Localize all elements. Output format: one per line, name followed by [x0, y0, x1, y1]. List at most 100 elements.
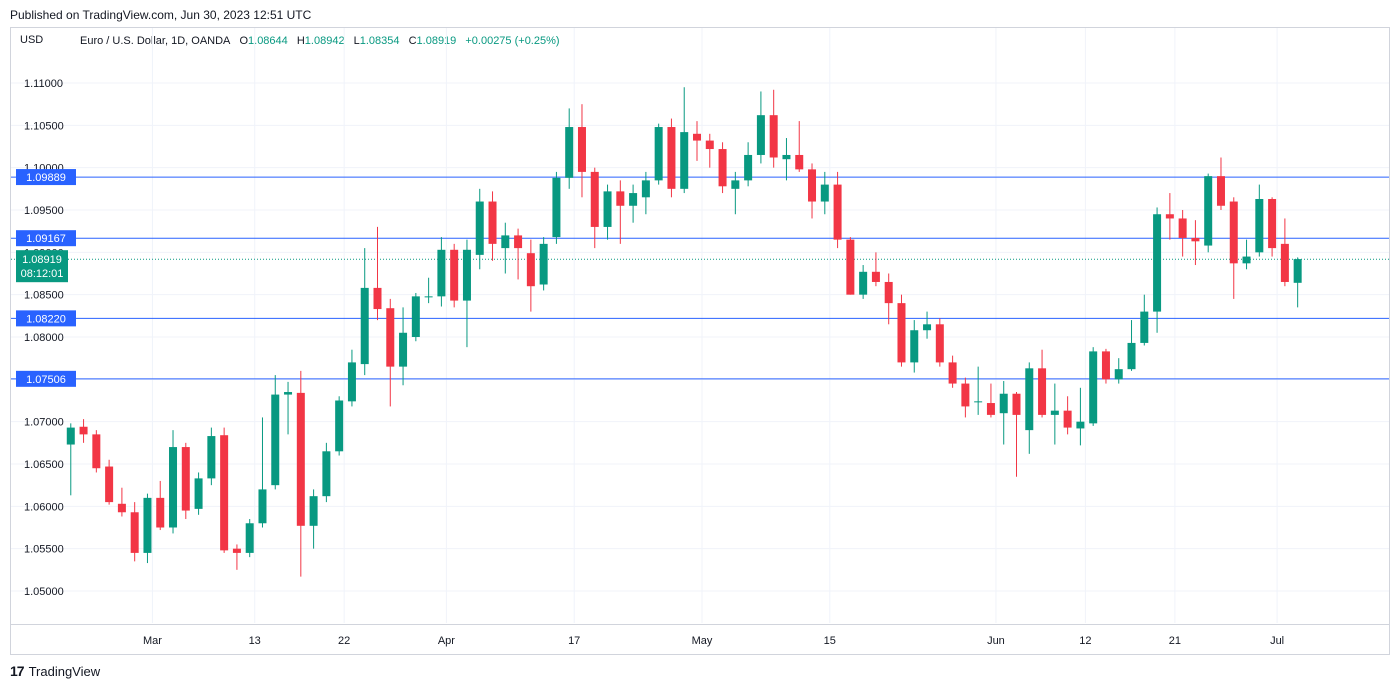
candle-body: [271, 394, 280, 486]
candle-body: [386, 308, 395, 367]
candle-body: [795, 154, 804, 170]
close-label: C: [408, 35, 417, 47]
candle-body: [552, 177, 561, 238]
open-label: O: [239, 35, 249, 47]
x-tick-label: Jul: [1270, 635, 1284, 647]
candle-body: [667, 127, 676, 189]
y-tick-label: 1.11000: [24, 78, 63, 90]
candle-body: [1165, 214, 1174, 219]
candle-body: [603, 191, 612, 227]
candle-body: [1204, 176, 1213, 246]
candle-body: [1216, 176, 1225, 206]
tradingview-logo[interactable]: 17 TradingView: [10, 663, 100, 679]
candle-body: [1255, 198, 1264, 253]
candle-body: [1178, 218, 1187, 238]
candle-body: [462, 249, 471, 301]
candle-body: [399, 332, 408, 367]
candle-body: [424, 296, 433, 298]
x-tick-label: 17: [568, 635, 580, 647]
candle-body: [1012, 393, 1021, 415]
candle-body: [105, 466, 114, 503]
low-value: 1.08354: [359, 35, 400, 47]
candle-body: [207, 436, 216, 479]
candle-body: [1191, 237, 1200, 242]
candle-body: [309, 496, 318, 526]
candle-body: [1127, 342, 1136, 370]
level-label-box: [16, 310, 76, 327]
candle-body: [335, 400, 344, 452]
y-tick-label: 1.06000: [24, 501, 64, 513]
candle-body: [411, 296, 420, 337]
high-value: 1.08942: [304, 35, 345, 47]
candle-body: [220, 435, 229, 551]
candle-body: [1101, 351, 1110, 380]
candle-body: [693, 133, 701, 141]
candle-body: [1038, 368, 1047, 415]
candle-body: [1229, 201, 1238, 264]
x-tick-label: 12: [1079, 635, 1091, 647]
candle-body: [169, 447, 178, 528]
candle-body: [475, 201, 484, 255]
candle-body: [1025, 368, 1034, 431]
candle-body: [117, 503, 126, 513]
candle-body: [258, 489, 267, 524]
published-line: Published on TradingView.com, Jun 30, 20…: [10, 8, 312, 22]
level-label: 1.09889: [26, 172, 66, 184]
y-tick-label: 1.07000: [24, 417, 64, 429]
y-tick-label: 1.08500: [24, 290, 64, 302]
tradingview-logo-text: TradingView: [28, 663, 101, 679]
x-tick-label: 13: [249, 635, 261, 647]
y-tick-label: 1.10500: [24, 120, 64, 132]
candle-body: [1293, 259, 1302, 283]
candle-body: [756, 115, 765, 155]
candle-body: [897, 303, 906, 363]
y-tick-label: 1.05500: [24, 544, 64, 556]
candle-body: [782, 154, 791, 160]
symbol-name[interactable]: Euro / U.S. Dollar, 1D, OANDA: [80, 35, 231, 47]
level-label-box: [16, 370, 76, 387]
candle-body: [194, 478, 203, 509]
candle-body: [769, 115, 778, 158]
y-tick-label: 1.06500: [24, 459, 64, 471]
candle-body: [680, 132, 689, 189]
x-tick-label: May: [692, 635, 713, 647]
candle-body: [565, 127, 574, 178]
x-tick-label: Mar: [143, 635, 162, 647]
change-value: +0.00275 (+0.25%): [465, 35, 560, 47]
tradingview-logo-icon: 17: [10, 663, 25, 679]
candle-body: [884, 281, 893, 304]
candle-body: [629, 193, 638, 206]
bar-countdown: 08:12:01: [21, 268, 64, 280]
candle-body: [181, 447, 190, 511]
candle-body: [590, 171, 599, 227]
candle-body: [1063, 410, 1072, 428]
candle-body: [1153, 214, 1162, 312]
candle-body: [935, 324, 944, 363]
candle-body: [296, 392, 305, 526]
x-tick-label: Jun: [987, 635, 1005, 647]
candle-body: [616, 191, 625, 206]
candle-body: [923, 324, 932, 331]
candle-body: [79, 426, 88, 435]
level-label: 1.09167: [26, 233, 66, 245]
candle-body: [347, 362, 356, 402]
candle-body: [859, 271, 868, 295]
candle-body: [322, 451, 331, 497]
candle-body: [961, 383, 970, 407]
candle-body: [999, 393, 1008, 414]
low-label: L: [353, 35, 360, 47]
candle-body: [66, 427, 75, 445]
level-label-box: [16, 169, 76, 186]
candle-body: [245, 523, 254, 553]
candle-body: [718, 149, 727, 187]
chart-frame: [10, 27, 1390, 655]
candle-body: [156, 497, 165, 528]
level-label: 1.08220: [26, 313, 66, 325]
x-tick-label: 22: [338, 635, 350, 647]
candle-body: [526, 253, 535, 287]
candle-body: [1280, 243, 1289, 282]
candle-body: [833, 184, 842, 240]
candle-body: [705, 140, 714, 150]
candle-body: [1268, 198, 1277, 249]
